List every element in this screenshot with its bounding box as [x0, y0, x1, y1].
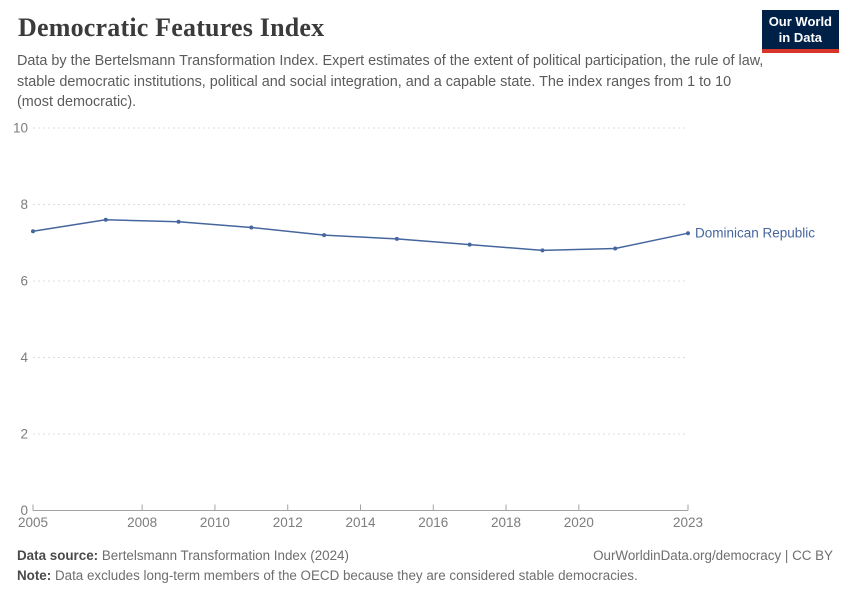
- series-line: [32, 219, 689, 252]
- data-point-marker: [103, 217, 108, 222]
- data-point-marker: [686, 231, 690, 236]
- y-tick-label: 0: [20, 503, 28, 518]
- y-tick-label: 8: [20, 197, 28, 212]
- data-point-marker: [31, 229, 35, 234]
- footer-source-row: Data source: Bertelsmann Transformation …: [17, 546, 833, 566]
- data-source: Data source: Bertelsmann Transformation …: [17, 546, 349, 566]
- x-tick-label: 2014: [345, 515, 376, 530]
- footer-note-row: Note: Data excludes long-term members of…: [17, 566, 833, 586]
- data-point-marker: [394, 236, 399, 241]
- x-tick-label: 2010: [200, 515, 230, 530]
- x-tick-label: 2020: [564, 515, 594, 530]
- series-end-label: Dominican Republic: [695, 226, 815, 241]
- note-text: Data excludes long-term members of the O…: [54, 568, 638, 583]
- data-point-marker: [467, 242, 472, 247]
- x-tick-label: 2023: [673, 515, 703, 530]
- x-tick-label: 2005: [18, 515, 48, 530]
- owid-license-link[interactable]: OurWorldinData.org/democracy | CC BY: [593, 548, 833, 563]
- data-point-marker: [249, 225, 254, 230]
- chart-footer: Data source: Bertelsmann Transformation …: [17, 546, 833, 586]
- x-tick-label: 2012: [273, 515, 303, 530]
- y-tick-label: 2: [20, 427, 28, 442]
- x-tick-label: 2016: [418, 515, 448, 530]
- data-point-marker: [322, 233, 327, 238]
- owid-logo-line2: in Data: [778, 30, 823, 45]
- data-source-text: Bertelsmann Transformation Index (2024): [101, 548, 349, 563]
- data-point-marker: [613, 246, 618, 251]
- y-tick-label: 6: [20, 274, 28, 289]
- y-tick-label: 4: [20, 350, 28, 365]
- x-tick-label: 2008: [127, 515, 157, 530]
- x-tick-label: 2018: [491, 515, 521, 530]
- page-title: Democratic Features Index: [18, 13, 325, 42]
- data-source-label: Data source:: [17, 548, 99, 563]
- chart-subtitle: Data by the Bertelsmann Transformation I…: [17, 53, 764, 111]
- owid-logo[interactable]: Our World in Data: [761, 10, 839, 53]
- data-point-marker: [176, 219, 181, 224]
- y-tick-label: 10: [13, 121, 28, 136]
- data-point-marker: [540, 248, 545, 253]
- owid-logo-line1: Our World: [768, 14, 832, 29]
- note-label: Note:: [17, 568, 52, 583]
